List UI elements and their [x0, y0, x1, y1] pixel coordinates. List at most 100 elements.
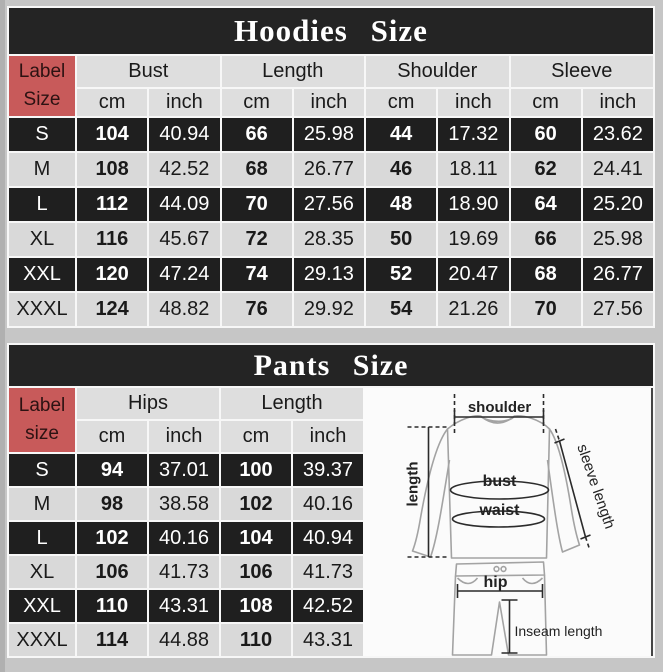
- data-cell: 37.01: [149, 454, 219, 486]
- data-cell: 40.16: [293, 488, 363, 520]
- label-line: size: [25, 423, 59, 444]
- data-cell: 41.73: [293, 556, 363, 588]
- data-cell: 60: [510, 118, 581, 151]
- data-cell: 44: [366, 118, 437, 151]
- data-cell: 116: [77, 223, 148, 256]
- measurement-diagram: shoulder length bust waist sleeve length…: [363, 388, 653, 656]
- size-cell: XXXL: [9, 624, 75, 656]
- data-cell: 45.67: [149, 223, 220, 256]
- size-cell: M: [9, 488, 75, 520]
- waist-label: waist: [478, 502, 520, 519]
- data-cell: 114: [77, 624, 147, 656]
- hoodies-table: Label Size Bust Length Shoulder Sleeve c…: [9, 56, 653, 326]
- data-cell: 25.98: [293, 118, 364, 151]
- size-cell: XL: [9, 223, 75, 256]
- unit-header: inch: [149, 421, 219, 452]
- pants-body: Label size Hips Length cm inch cm inch S…: [9, 388, 653, 656]
- shorts-outline: [451, 561, 548, 656]
- data-cell: 48.82: [149, 293, 220, 326]
- length-label: length: [405, 462, 422, 507]
- data-cell: 29.13: [293, 258, 364, 291]
- data-cell: 102: [77, 522, 147, 554]
- column-header-sleeve: Sleeve: [510, 56, 653, 87]
- unit-header: inch: [149, 89, 220, 116]
- data-cell: 44.88: [149, 624, 219, 656]
- data-cell: 94: [77, 454, 147, 486]
- unit-header: inch: [293, 89, 364, 116]
- data-cell: 20.47: [438, 258, 509, 291]
- data-cell: 46: [366, 153, 437, 186]
- data-cell: 66: [510, 223, 581, 256]
- data-cell: 108: [221, 590, 291, 622]
- data-cell: 24.41: [582, 153, 653, 186]
- data-cell: 74: [221, 258, 292, 291]
- hoodies-size-panel: Hoodies Size Label Size Bust Length Shou…: [7, 6, 655, 328]
- data-cell: 44.09: [149, 188, 220, 221]
- data-cell: 72: [221, 223, 292, 256]
- inseam-length-label: Inseam length: [515, 623, 603, 639]
- data-cell: 25.20: [582, 188, 653, 221]
- data-cell: 23.62: [582, 118, 653, 151]
- data-cell: 54: [366, 293, 437, 326]
- pants-table: Label size Hips Length cm inch cm inch S…: [9, 388, 363, 656]
- data-cell: 98: [77, 488, 147, 520]
- measurement-lines: [407, 394, 591, 654]
- data-cell: 100: [221, 454, 291, 486]
- label-line: Size: [23, 89, 61, 110]
- size-cell: XXXL: [9, 293, 75, 326]
- data-cell: 62: [510, 153, 581, 186]
- column-header-shoulder: Shoulder: [366, 56, 509, 87]
- data-cell: 28.35: [293, 223, 364, 256]
- data-cell: 40.94: [293, 522, 363, 554]
- bust-label: bust: [483, 473, 517, 490]
- data-cell: 29.92: [293, 293, 364, 326]
- hip-label: hip: [484, 574, 508, 591]
- size-cell: S: [9, 118, 75, 151]
- column-header-hips: Hips: [77, 388, 219, 419]
- data-cell: 19.69: [438, 223, 509, 256]
- data-cell: 68: [221, 153, 292, 186]
- size-cell: XL: [9, 556, 75, 588]
- data-cell: 48: [366, 188, 437, 221]
- data-cell: 17.32: [438, 118, 509, 151]
- column-header-bust: Bust: [77, 56, 220, 87]
- unit-header: inch: [582, 89, 653, 116]
- data-cell: 76: [221, 293, 292, 326]
- size-cell: M: [9, 153, 75, 186]
- unit-header: inch: [293, 421, 363, 452]
- hoodies-title: Hoodies Size: [9, 8, 653, 54]
- unit-header: cm: [77, 89, 148, 116]
- data-cell: 52: [366, 258, 437, 291]
- data-cell: 124: [77, 293, 148, 326]
- data-cell: 18.11: [438, 153, 509, 186]
- data-cell: 26.77: [582, 258, 653, 291]
- unit-header: cm: [221, 89, 292, 116]
- data-cell: 26.77: [293, 153, 364, 186]
- pants-label-size-header: Label size: [9, 388, 75, 452]
- unit-header: cm: [366, 89, 437, 116]
- data-cell: 110: [221, 624, 291, 656]
- data-cell: 104: [221, 522, 291, 554]
- unit-header: cm: [510, 89, 581, 116]
- data-cell: 40.94: [149, 118, 220, 151]
- column-header-length: Length: [221, 388, 363, 419]
- data-cell: 104: [77, 118, 148, 151]
- unit-header: inch: [438, 89, 509, 116]
- pants-title: Pants Size: [9, 345, 653, 386]
- data-cell: 106: [221, 556, 291, 588]
- data-cell: 39.37: [293, 454, 363, 486]
- data-cell: 18.90: [438, 188, 509, 221]
- data-cell: 110: [77, 590, 147, 622]
- data-cell: 112: [77, 188, 148, 221]
- shoulder-label: shoulder: [468, 399, 532, 416]
- data-cell: 50: [366, 223, 437, 256]
- data-cell: 47.24: [149, 258, 220, 291]
- label-line: Label: [18, 394, 66, 416]
- data-cell: 41.73: [149, 556, 219, 588]
- data-cell: 106: [77, 556, 147, 588]
- data-cell: 70: [510, 293, 581, 326]
- data-cell: 25.98: [582, 223, 653, 256]
- size-cell: L: [9, 522, 75, 554]
- data-cell: 64: [510, 188, 581, 221]
- data-cell: 27.56: [293, 188, 364, 221]
